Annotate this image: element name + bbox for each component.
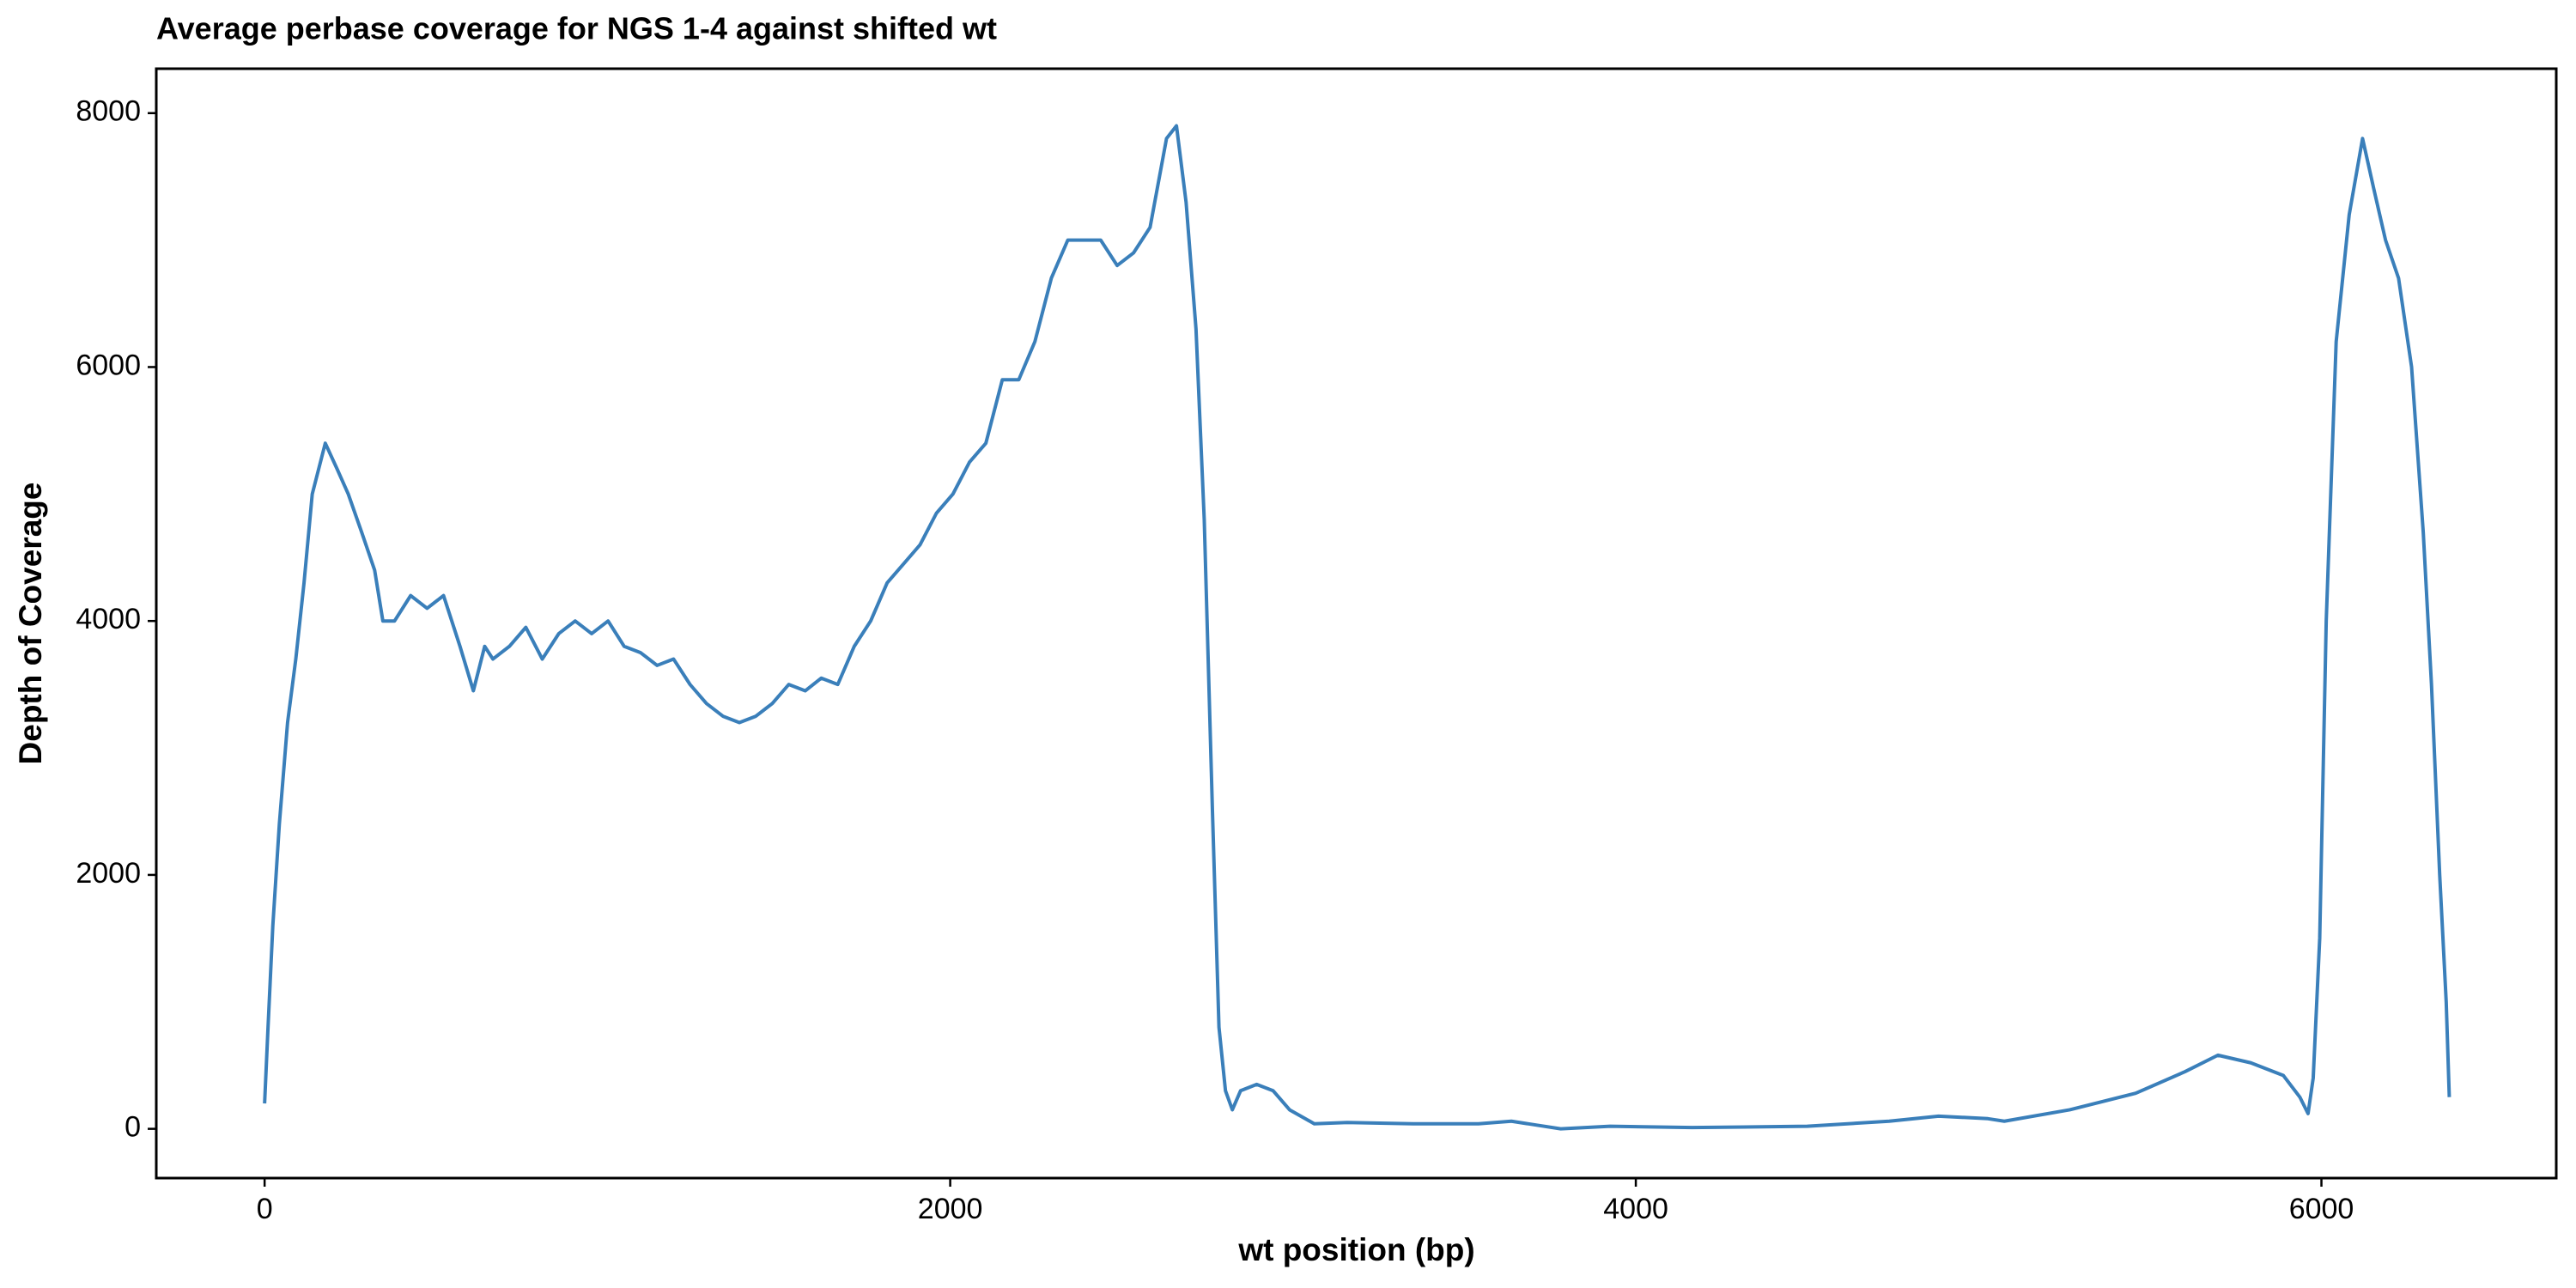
x-tick-label: 2000 bbox=[918, 1193, 983, 1225]
chart-title: Average perbase coverage for NGS 1-4 aga… bbox=[156, 11, 997, 46]
y-tick-label: 4000 bbox=[76, 603, 141, 635]
y-tick-label: 0 bbox=[125, 1111, 141, 1144]
y-tick-label: 2000 bbox=[76, 857, 141, 890]
x-axis-title: wt position (bp) bbox=[1237, 1232, 1474, 1267]
plot-border bbox=[155, 67, 2558, 1180]
coverage-line bbox=[263, 124, 2451, 1131]
x-tick-label: 0 bbox=[257, 1193, 273, 1225]
y-axis-title: Depth of Coverage bbox=[13, 483, 48, 765]
y-tick-label: 8000 bbox=[76, 95, 141, 128]
x-tick-label: 6000 bbox=[2289, 1193, 2354, 1225]
y-tick-label: 6000 bbox=[76, 349, 141, 381]
x-tick-label: 4000 bbox=[1603, 1193, 1668, 1225]
